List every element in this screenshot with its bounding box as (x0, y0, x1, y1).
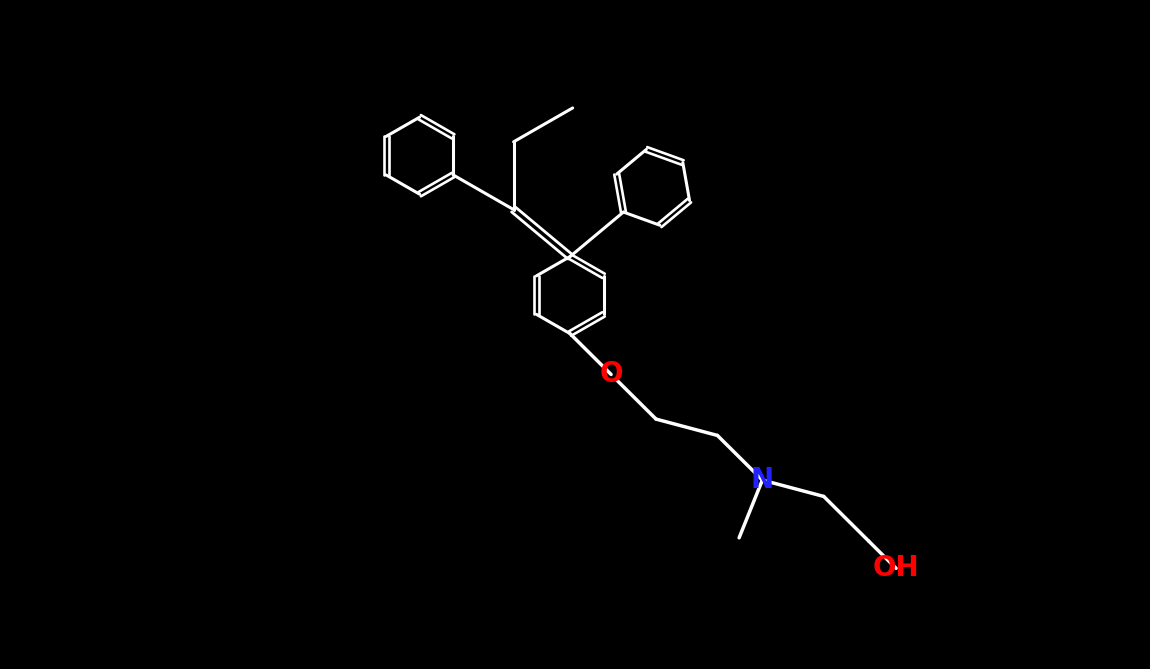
Text: N: N (751, 466, 774, 494)
Text: O: O (599, 361, 623, 389)
Text: OH: OH (873, 555, 919, 582)
